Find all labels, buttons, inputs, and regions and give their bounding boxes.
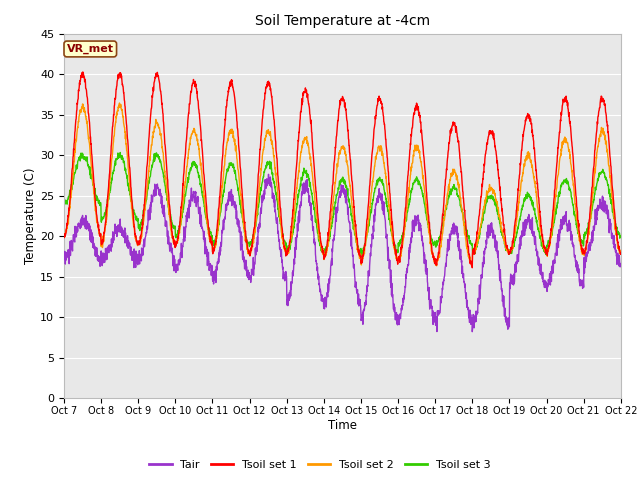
- X-axis label: Time: Time: [328, 419, 357, 432]
- Title: Soil Temperature at -4cm: Soil Temperature at -4cm: [255, 14, 430, 28]
- Legend: Tair, Tsoil set 1, Tsoil set 2, Tsoil set 3: Tair, Tsoil set 1, Tsoil set 2, Tsoil se…: [145, 456, 495, 474]
- Text: VR_met: VR_met: [67, 44, 114, 54]
- Y-axis label: Temperature (C): Temperature (C): [24, 168, 37, 264]
